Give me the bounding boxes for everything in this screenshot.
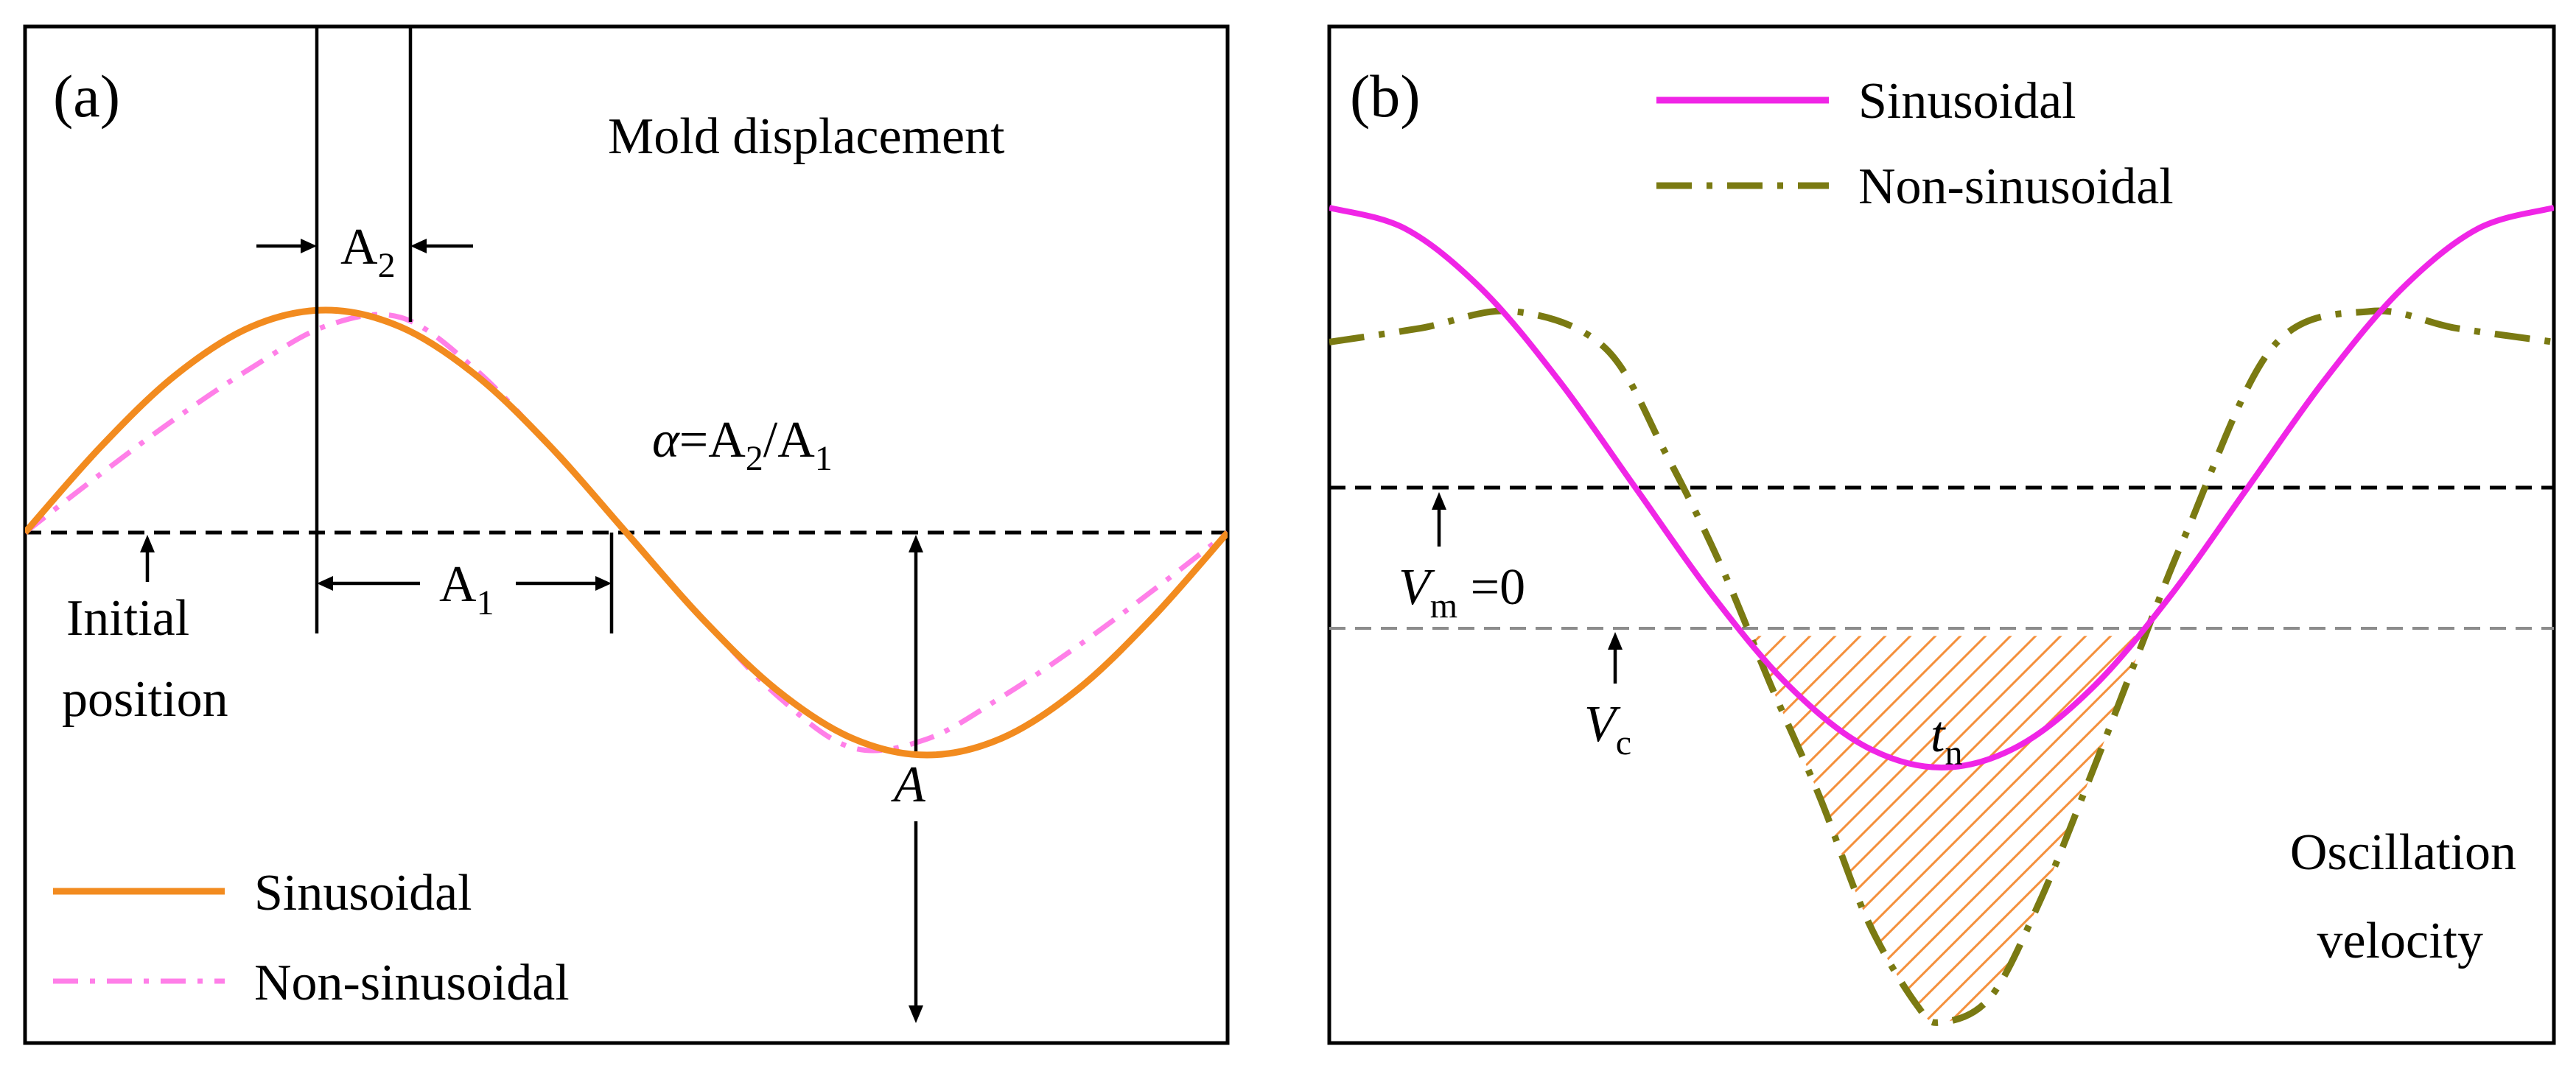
legend-label-nonsinusoidal-b: Non-sinusoidal: [1858, 158, 2174, 215]
legend-label-sinusoidal-a: Sinusoidal: [254, 865, 472, 921]
a2-arrowhead-right: [410, 239, 427, 253]
a2-arrowhead-left: [301, 239, 317, 253]
hatch-line: [1745, 636, 1929, 1023]
a1-arrowhead-left: [317, 576, 333, 591]
alpha-ratio-label: α=A2/A1: [652, 412, 833, 478]
hatch-line: [1745, 636, 1854, 1023]
hatch-line: [1315, 619, 1727, 1031]
amplitude-label: A: [891, 756, 925, 813]
panel-a-title: Mold displacement: [608, 108, 1005, 165]
hatch-line: [1814, 636, 2145, 1023]
a1-arrowhead-right: [595, 576, 612, 591]
a2-label: A2: [340, 219, 396, 285]
hatch-line: [1745, 636, 2129, 1023]
hatch-line: [1914, 636, 2145, 1023]
hatch-line: [1745, 636, 2004, 1023]
vm-label: Vm =0: [1399, 559, 1525, 625]
hatch-line: [2517, 619, 2576, 1031]
initial-position-label-line2: position: [62, 671, 228, 728]
hatch-line: [1214, 619, 1627, 1031]
amplitude-arrowhead-top: [909, 535, 923, 552]
hatch-line: [1839, 636, 2145, 1023]
hatch-line: [2567, 619, 2576, 1031]
vc-arrowhead: [1608, 632, 1623, 650]
initial-position-label-line1: Initial: [66, 590, 189, 647]
hatch-line: [1189, 619, 1602, 1031]
hatch-line: [1745, 636, 1779, 1023]
hatch-line: [1745, 636, 2054, 1023]
hatch-line: [1764, 636, 2145, 1023]
hatch-line: [2542, 619, 2576, 1031]
hatch-line: [1745, 636, 2104, 1023]
series-nonsinusoidal-b: [1329, 307, 2554, 1026]
series-sinusoidal-a: [25, 306, 1228, 759]
panel-a-label: (a): [53, 63, 120, 130]
hatch-line: [1745, 636, 1904, 1023]
a1-label: A1: [439, 556, 494, 622]
panel-b-frame: [1327, 24, 2556, 1045]
legend-label-sinusoidal-b: Sinusoidal: [1858, 73, 2076, 130]
hatch-line: [1745, 636, 2145, 1023]
series-sinusoidal-b: [1329, 205, 2554, 771]
vm-arrowhead: [1432, 492, 1446, 510]
hatch-line: [1745, 636, 2079, 1023]
tn-label: tn: [1931, 706, 1962, 773]
hatch-line: [1789, 636, 2145, 1023]
legend-label-nonsinusoidal-a: Non-sinusoidal: [254, 955, 570, 1011]
panel-b: (b) Vm =0 Vc tn Oscillation velocity Sin…: [1189, 24, 2576, 1045]
panel-a: (a) Mold displacement A2 A1 α=A2/A1 A: [23, 24, 1230, 1045]
vc-label: Vc: [1584, 696, 1631, 762]
hatch-line: [1239, 619, 1652, 1031]
hatch-line: [1745, 636, 1879, 1023]
amplitude-arrowhead-bottom: [909, 1005, 923, 1023]
panel-b-title-line1: Oscillation: [2290, 824, 2516, 881]
panel-b-title-line2: velocity: [2317, 913, 2483, 969]
panel-b-label: (b): [1350, 63, 1421, 130]
hatch-line: [1745, 636, 1804, 1023]
initial-position-arrowhead: [140, 535, 155, 552]
hatch-line: [1745, 636, 1754, 1023]
hatch-line: [1745, 636, 2029, 1023]
hatch-line: [1289, 619, 1702, 1031]
